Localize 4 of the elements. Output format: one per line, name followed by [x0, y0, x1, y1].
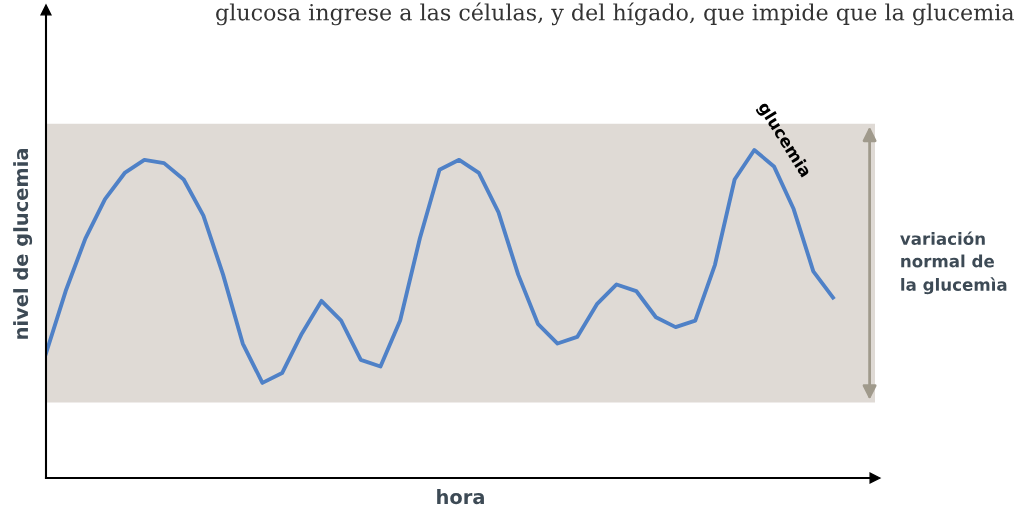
x-axis-title: hora	[437, 489, 484, 505]
band-label: variación normal de la glucemìa	[900, 231, 1007, 295]
text: glucosa ingrese a las células, y del hígado, que impide que la glucemia	[216, 2, 1014, 26]
y-axis-title: nivel de glucemia	[13, 149, 33, 339]
